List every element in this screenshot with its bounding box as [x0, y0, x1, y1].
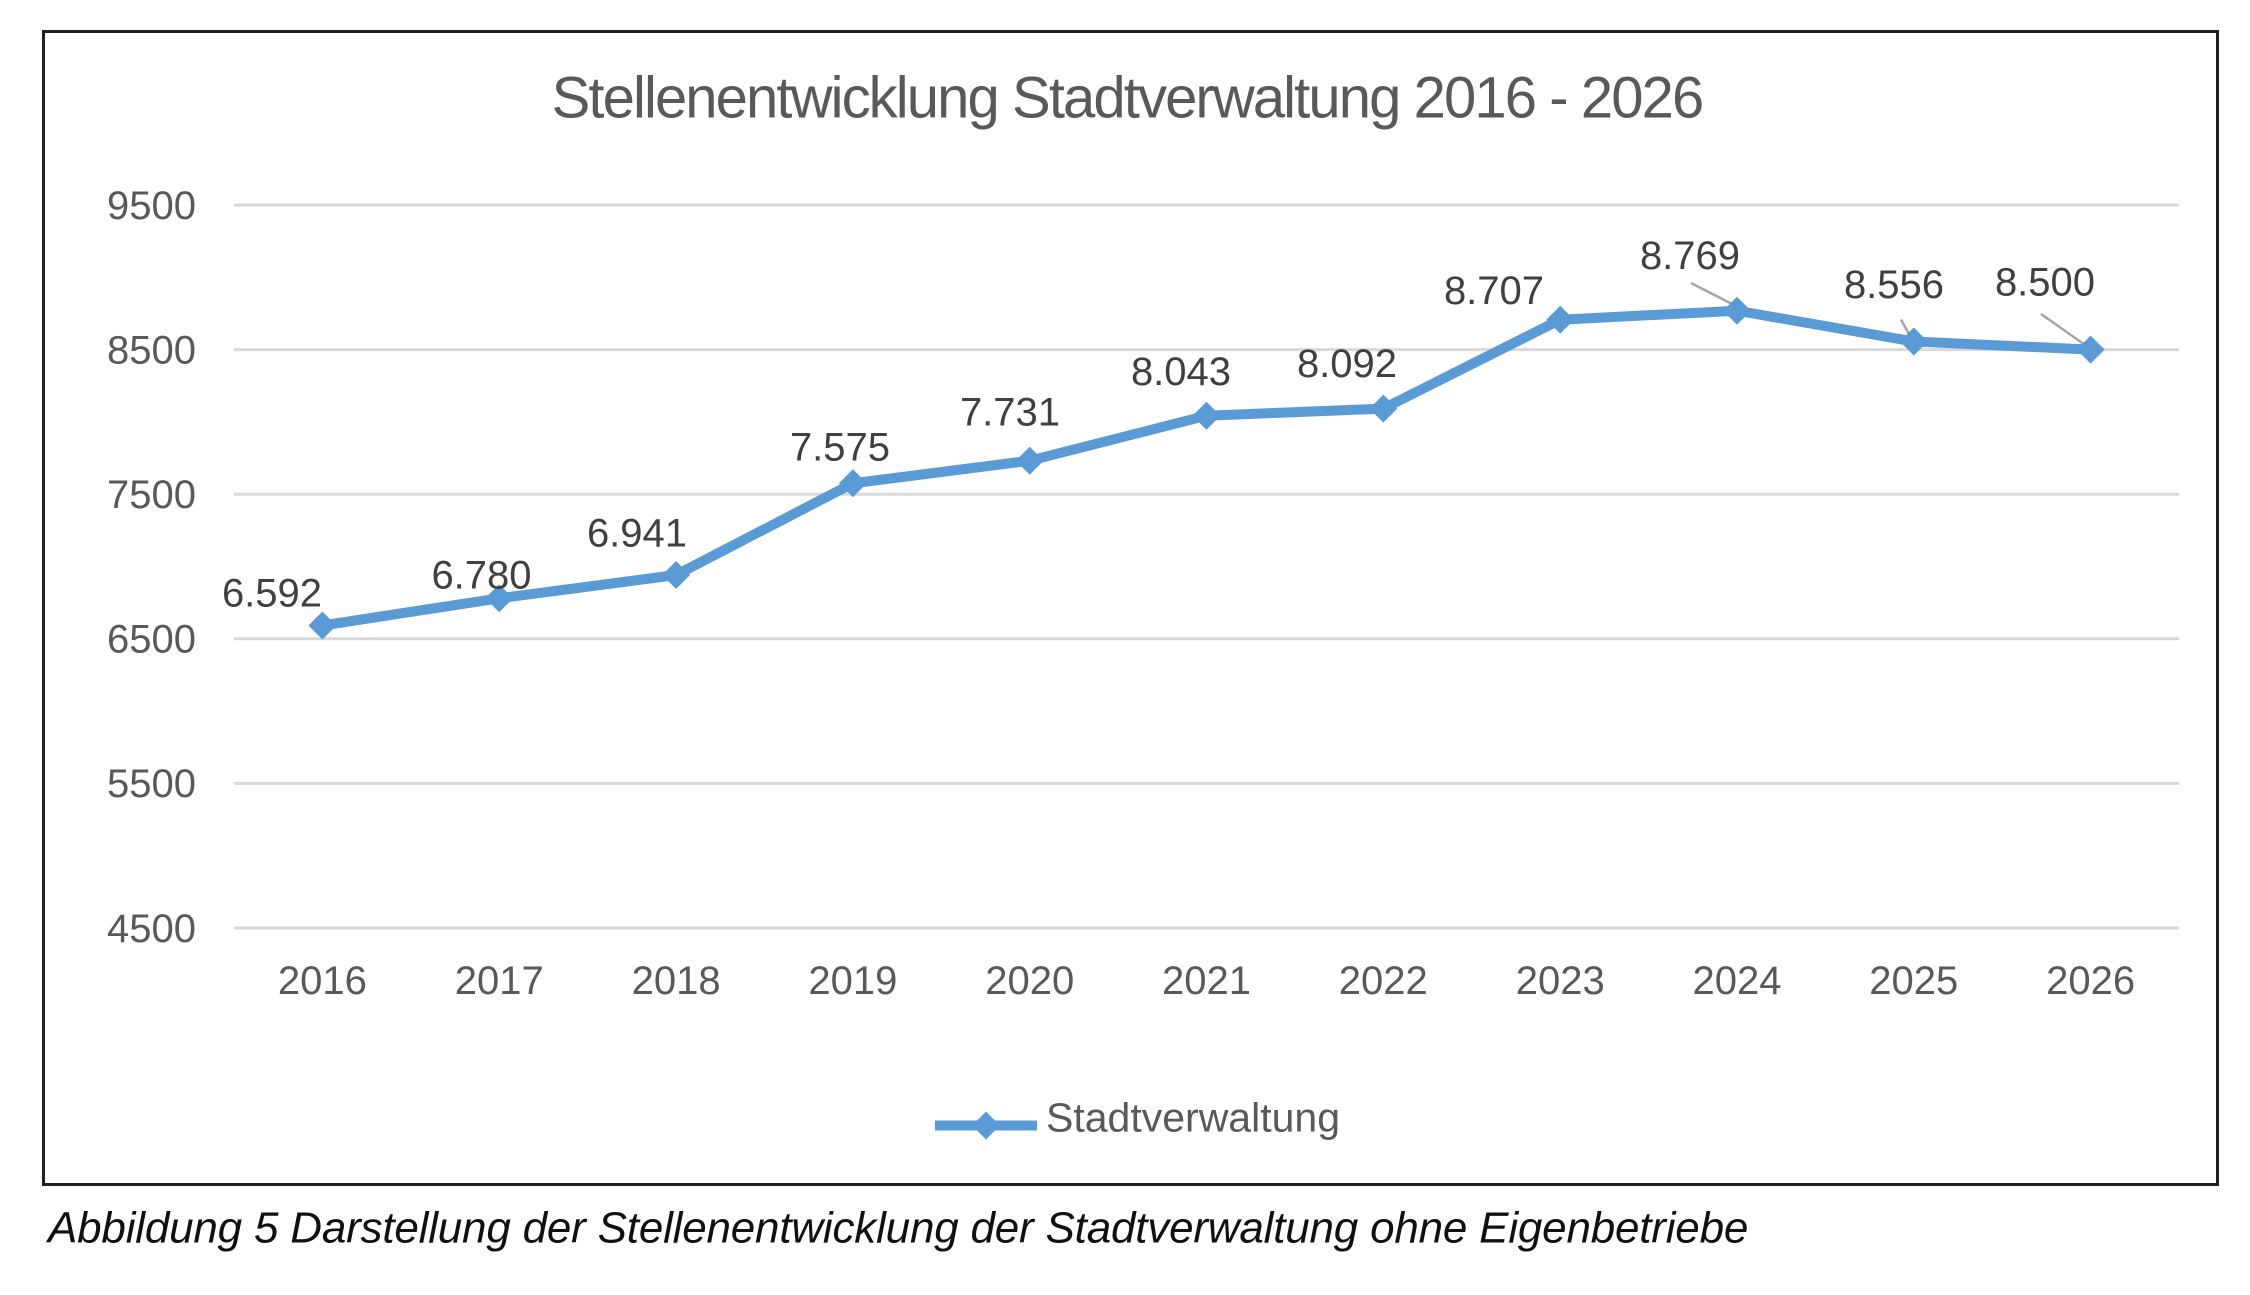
svg-text:5500: 5500 [107, 762, 196, 806]
svg-text:Abbildung 5 Darstellung der St: Abbildung 5 Darstellung der Stellenentwi… [45, 1203, 1748, 1252]
svg-text:Stadtverwaltung: Stadtverwaltung [1046, 1094, 1340, 1140]
svg-text:6.780: 6.780 [431, 553, 531, 597]
svg-text:2018: 2018 [632, 959, 721, 1003]
svg-text:7.575: 7.575 [790, 425, 890, 469]
svg-text:4500: 4500 [107, 907, 196, 951]
svg-text:7.731: 7.731 [960, 391, 1060, 435]
svg-text:2017: 2017 [455, 959, 544, 1003]
svg-text:8.556: 8.556 [1844, 263, 1944, 307]
svg-text:7500: 7500 [107, 473, 196, 517]
svg-text:8.707: 8.707 [1444, 269, 1544, 313]
svg-text:6.941: 6.941 [587, 511, 687, 555]
svg-text:2026: 2026 [2046, 959, 2135, 1003]
svg-text:8.043: 8.043 [1131, 350, 1231, 394]
svg-text:9500: 9500 [107, 184, 196, 228]
svg-text:2016: 2016 [278, 959, 367, 1003]
svg-text:2019: 2019 [808, 959, 897, 1003]
svg-text:8.092: 8.092 [1297, 342, 1397, 386]
svg-text:2022: 2022 [1339, 959, 1428, 1003]
svg-text:8.500: 8.500 [1995, 260, 2095, 304]
svg-text:2025: 2025 [1869, 959, 1958, 1003]
svg-text:2023: 2023 [1516, 959, 1605, 1003]
svg-text:2021: 2021 [1162, 959, 1251, 1003]
svg-text:6500: 6500 [107, 618, 196, 662]
svg-text:2020: 2020 [985, 959, 1074, 1003]
svg-text:8.769: 8.769 [1640, 234, 1740, 278]
svg-text:Stellenentwicklung Stadtverwal: Stellenentwicklung Stadtverwaltung 2016 … [552, 66, 1703, 131]
svg-text:6.592: 6.592 [222, 572, 322, 616]
svg-text:8500: 8500 [107, 328, 196, 372]
svg-text:2024: 2024 [1693, 959, 1782, 1003]
